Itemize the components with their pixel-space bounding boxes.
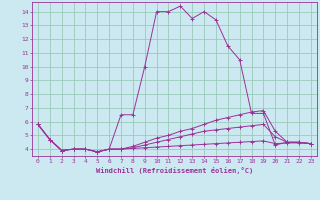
X-axis label: Windchill (Refroidissement éolien,°C): Windchill (Refroidissement éolien,°C) [96, 167, 253, 174]
